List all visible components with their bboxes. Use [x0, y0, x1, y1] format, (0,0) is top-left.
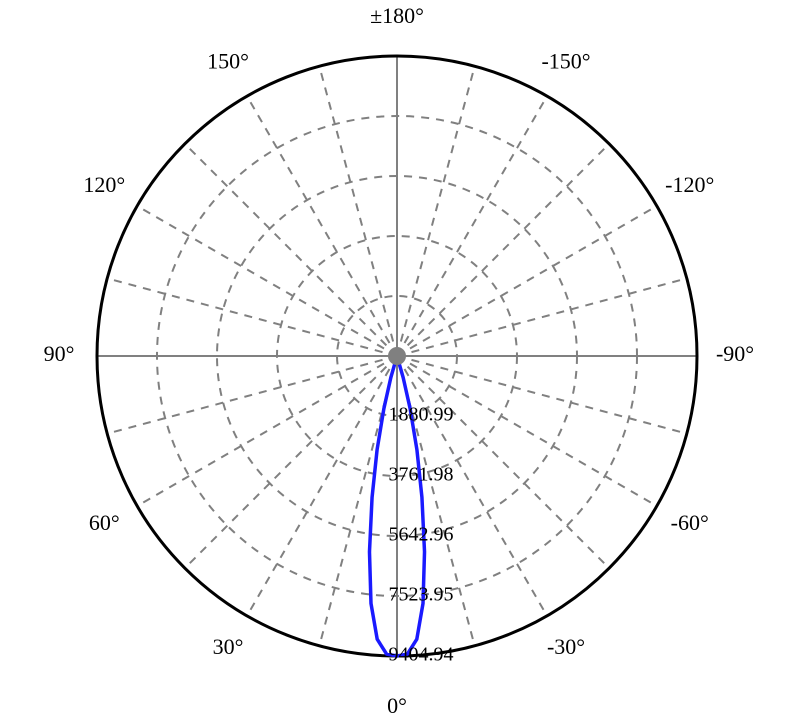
angle-label: 90°: [44, 341, 75, 366]
angle-label: 30°: [213, 634, 244, 659]
radial-label: 7523.95: [389, 584, 454, 606]
angle-label: 150°: [207, 48, 249, 73]
angle-label: -90°: [716, 341, 754, 366]
angle-label: 60°: [89, 510, 120, 535]
polar-chart: 1880.99 3761.98 5642.96 7523.95 9404.94 ±180°…: [0, 0, 795, 713]
radial-label: 9404.94: [389, 644, 454, 666]
radial-label: 3761.98: [389, 464, 454, 486]
angle-label: -120°: [665, 172, 714, 197]
angle-label: -60°: [671, 510, 709, 535]
angle-label: 120°: [83, 172, 125, 197]
angle-label: -150°: [541, 48, 590, 73]
angle-label: -30°: [547, 634, 585, 659]
angle-label: ±180°: [370, 3, 424, 28]
radial-label: 5642.96: [389, 524, 454, 546]
angle-label: 0°: [387, 693, 407, 713]
radial-label: 1880.99: [389, 404, 454, 426]
